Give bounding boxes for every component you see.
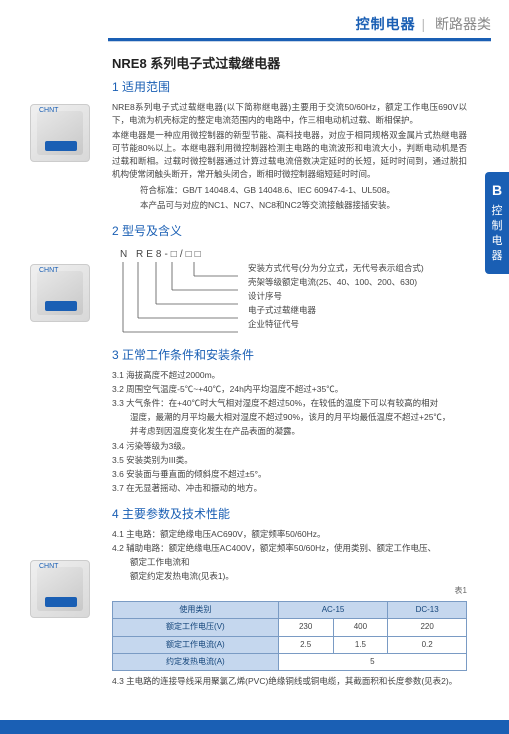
sec4-p1: 4.1 主电路：额定绝缘电压AC690V，额定频率50/60Hz。	[112, 528, 467, 541]
sec3-item: 湿度，最潮的月平均最大相对湿度不超过90%，该月的月平均最低温度不超过+25℃，	[112, 411, 467, 424]
header-divider: |	[421, 16, 425, 32]
table-row: 额定工作电流(A) 2.5 1.5 0.2	[113, 636, 467, 653]
model-code-labels: 安装方式代号(分为分立式，无代号表示组合式) 壳架等级额定电流(25、40、10…	[248, 261, 424, 331]
sec3-item: 3.2 周围空气温度-5℃~+40℃，24h内平均温度不超过+35℃。	[112, 383, 467, 396]
content-body: 1 适用范围 NRE8系列电子式过载继电器(以下简称继电器)主要用于交流50/6…	[112, 78, 467, 690]
header-main: 控制电器	[356, 16, 416, 32]
section-3-heading: 3 正常工作条件和安装条件	[112, 346, 467, 365]
product-brand-label: CHNT	[39, 267, 58, 274]
side-tab: B 控 制 电 器	[485, 172, 509, 274]
sec3-item: 3.1 海拔高度不超过2000m。	[112, 369, 467, 382]
page-title: NRE8 系列电子式过载继电器	[112, 53, 280, 72]
product-image-3: CHNT	[30, 560, 90, 618]
table-row: 约定发热电流(A) 5	[113, 654, 467, 671]
section-1-p2: 本继电器是一种应用微控制器的新型节能、高科技电器，对应于相同规格双金属片式热继电…	[112, 129, 467, 182]
sec3-item: 3.5 安装类别为III类。	[112, 454, 467, 467]
header-category: 控制电器 | 断路器类	[356, 14, 491, 34]
sec3-item: 3.4 污染等级为3级。	[112, 440, 467, 453]
side-tab-letter: B	[485, 182, 509, 198]
sec4-p2c: 额定约定发热电流(见表1)。	[112, 570, 467, 583]
section-1-heading: 1 适用范围	[112, 78, 467, 97]
th: 使用类别	[113, 601, 279, 618]
table-1-caption: 表1	[112, 585, 467, 597]
th: AC-15	[278, 601, 388, 618]
table-1: 使用类别 AC-15 DC-13 额定工作电压(V) 230 400 220 额…	[112, 601, 467, 672]
table-row: 使用类别 AC-15 DC-13	[113, 601, 467, 618]
section-1-p4: 本产品可与对应的NC1、NC7、NC8和NC2等交流接触器接插安装。	[112, 199, 467, 212]
section-1-p1: NRE8系列电子式过载继电器(以下简称继电器)主要用于交流50/60Hz，额定工…	[112, 101, 467, 127]
table-row: 额定工作电压(V) 230 400 220	[113, 619, 467, 636]
sec3-item: 3.7 在无显著摇动、冲击和振动的地方。	[112, 482, 467, 495]
sec4-p2b: 额定工作电流和	[112, 556, 467, 569]
product-brand-label: CHNT	[39, 107, 58, 114]
sec3-item: 并考虑到因温度变化发生在产品表面的凝露。	[112, 425, 467, 438]
header-sub: 断路器类	[435, 16, 491, 32]
th: DC-13	[388, 601, 467, 618]
model-code-diagram: N RE8-□/□□ 安装方式代号(分为分立式，无代号表示组合式) 壳架等级额定…	[120, 247, 467, 337]
sec4-p2: 4.2 辅助电路：额定绝缘电压AC400V，额定频率50/60Hz，使用类别、额…	[112, 542, 467, 555]
sec4-p3: 4.3 主电路的连接导线采用聚氯乙烯(PVC)绝缘铜线或铜电缆，其截面积和长度参…	[112, 675, 467, 688]
header-rule-light	[108, 41, 491, 42]
section-1-p3: 符合标准：GB/T 14048.4、GB 14048.6、IEC 60947-4…	[112, 184, 467, 197]
sec3-item: 3.3 大气条件：在+40℃时大气相对湿度不超过50%，在较低的温度下可以有较高…	[112, 397, 467, 410]
sec3-item: 3.6 安装面与垂直面的倾斜度不超过±5°。	[112, 468, 467, 481]
product-image-1: CHNT	[30, 104, 90, 162]
product-image-2: CHNT	[30, 264, 90, 322]
footer-bar	[0, 720, 509, 734]
section-2-heading: 2 型号及含义	[112, 222, 467, 241]
product-brand-label: CHNT	[39, 563, 58, 570]
section-4-heading: 4 主要参数及技术性能	[112, 505, 467, 524]
